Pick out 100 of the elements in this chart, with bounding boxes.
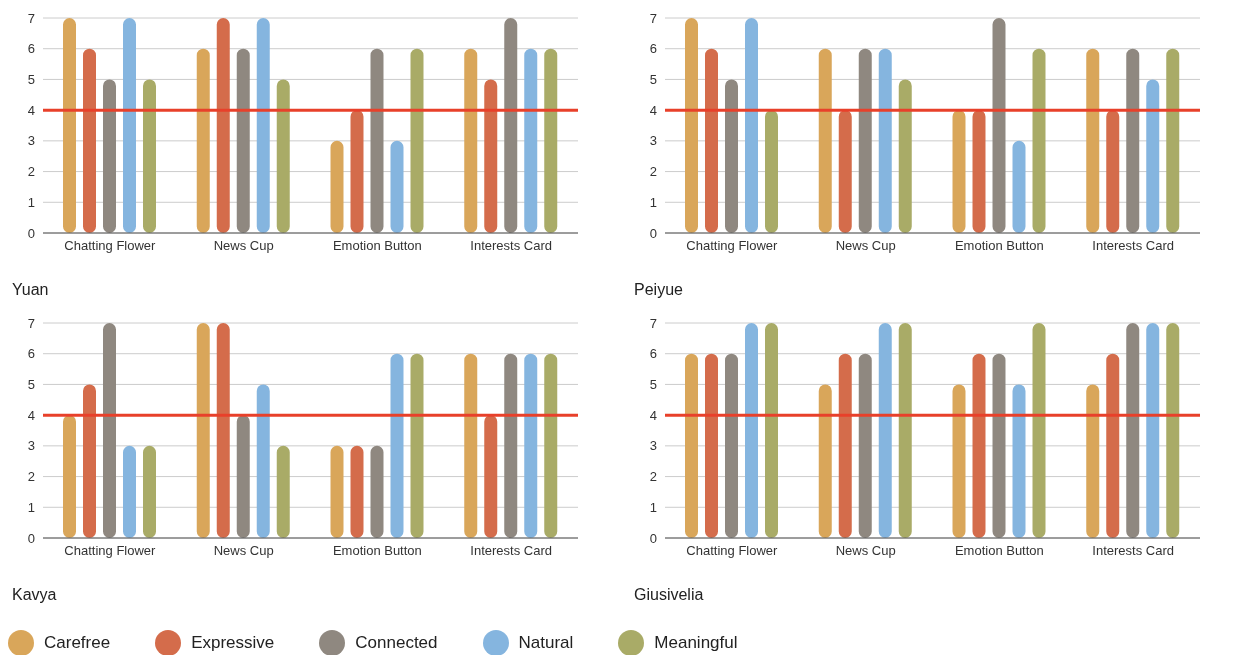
bar: [818, 48, 832, 233]
x-tick-label: Chatting Flower: [686, 543, 779, 559]
bar: [504, 353, 518, 538]
bar: [992, 353, 1006, 538]
bar: [1032, 48, 1046, 233]
bar: [1012, 140, 1026, 233]
y-tick-label: 3: [27, 438, 35, 454]
bar: [1126, 323, 1140, 538]
y-tick-label: 0: [27, 530, 35, 546]
bar: [1086, 384, 1100, 538]
bar: [196, 48, 210, 233]
bar: [992, 18, 1006, 233]
y-tick-label: 5: [649, 72, 657, 88]
y-tick-label: 7: [27, 10, 35, 26]
bar: [484, 79, 498, 233]
legend-label: Expressive: [191, 633, 275, 653]
bar: [745, 18, 758, 233]
bar: [63, 18, 76, 233]
legend-label: Connected: [355, 633, 438, 653]
bar: [1126, 48, 1140, 233]
y-tick-label: 3: [27, 133, 35, 149]
y-tick-label: 1: [649, 194, 657, 210]
x-tick-label: News Cup: [213, 543, 274, 559]
bar: [276, 445, 290, 538]
bar: [1166, 48, 1180, 233]
y-tick-label: 5: [27, 377, 35, 393]
y-tick-label: 2: [649, 164, 657, 180]
y-tick-label: 3: [649, 438, 657, 454]
bar: [898, 79, 912, 233]
bar: [390, 353, 404, 538]
x-tick-label: Interests Card: [1092, 238, 1174, 254]
bar: [256, 384, 270, 538]
y-tick-label: 4: [649, 407, 657, 423]
y-tick-label: 5: [649, 377, 657, 393]
bar: [196, 323, 210, 538]
bar: [858, 353, 872, 538]
bar: [878, 48, 892, 233]
bar: [878, 323, 892, 538]
x-tick-label: Chatting Flower: [64, 238, 157, 254]
bar: [544, 353, 558, 538]
y-tick-label: 7: [27, 315, 35, 331]
bar: [725, 353, 738, 538]
legend-label: Carefree: [44, 633, 111, 653]
y-tick-label: 2: [27, 469, 35, 485]
bar: [123, 445, 136, 538]
bar: [370, 48, 384, 233]
bar: [216, 323, 230, 538]
bar: [103, 79, 116, 233]
bar: [1146, 323, 1160, 538]
bar: [410, 48, 424, 233]
x-tick-label: Interests Card: [470, 543, 552, 559]
y-tick-label: 1: [649, 499, 657, 515]
bar: [1166, 323, 1180, 538]
bar: [410, 353, 424, 538]
bar: [685, 18, 698, 233]
bar: [236, 48, 250, 233]
text: Yuan: [12, 281, 50, 299]
y-tick-label: 7: [649, 10, 657, 26]
x-tick-label: News Cup: [835, 238, 896, 254]
y-tick-label: 4: [27, 102, 35, 118]
y-tick-label: 2: [27, 164, 35, 180]
bar: [484, 415, 498, 538]
y-tick-label: 6: [649, 41, 657, 57]
bar: [464, 48, 478, 233]
bar: [898, 323, 912, 538]
bar: [236, 415, 250, 538]
legend-label: Meaningful: [654, 633, 738, 653]
x-tick-label: Emotion Button: [332, 238, 422, 254]
bar: [330, 445, 344, 538]
bar: [952, 384, 966, 538]
y-tick-label: 6: [27, 346, 35, 362]
bar: [216, 18, 230, 233]
bar: [765, 323, 778, 538]
bar: [103, 323, 116, 538]
bar: [1146, 79, 1160, 233]
x-tick-label: Emotion Button: [954, 238, 1044, 254]
bar: [858, 48, 872, 233]
bar: [838, 110, 852, 233]
y-tick-label: 5: [27, 72, 35, 88]
bar: [524, 353, 538, 538]
bar: [330, 140, 344, 233]
x-tick-label: Interests Card: [1092, 543, 1174, 559]
y-tick-label: 0: [649, 225, 657, 241]
bar: [818, 384, 832, 538]
bar: [1012, 384, 1026, 538]
x-tick-label: News Cup: [835, 543, 896, 559]
bar: [504, 18, 518, 233]
bar: [276, 79, 290, 233]
text: Peiyue: [634, 281, 684, 299]
bar: [972, 110, 986, 233]
bar: [350, 445, 364, 538]
bar: [123, 18, 136, 233]
bar: [256, 18, 270, 233]
text: Kavya: [12, 586, 58, 604]
bar: [685, 353, 698, 538]
bar: [464, 353, 478, 538]
text: Giusivelia: [634, 586, 705, 604]
x-tick-label: Interests Card: [470, 238, 552, 254]
bar: [765, 110, 778, 233]
bar: [1106, 110, 1120, 233]
